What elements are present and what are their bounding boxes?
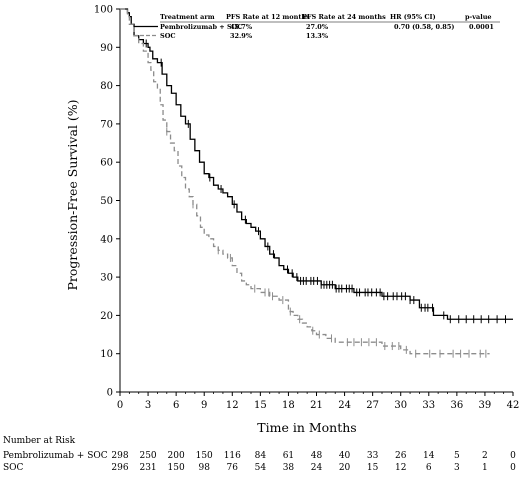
x-tick-label: 21 bbox=[310, 400, 323, 411]
x-axis-title: Time in Months bbox=[257, 420, 356, 435]
risk-cell: 76 bbox=[226, 463, 238, 473]
risk-cell: 0 bbox=[510, 463, 516, 473]
x-tick-label: 3 bbox=[145, 400, 151, 411]
y-tick-label: 90 bbox=[100, 43, 113, 54]
x-tick-label: 0 bbox=[117, 400, 123, 411]
risk-row-label: SOC bbox=[3, 463, 24, 473]
y-tick-label: 20 bbox=[100, 311, 113, 322]
risk-cell: 54 bbox=[254, 463, 267, 473]
risk-cell: 61 bbox=[282, 451, 295, 461]
x-tick-label: 27 bbox=[366, 400, 379, 411]
x-tick-label: 6 bbox=[173, 400, 179, 411]
risk-cell: 150 bbox=[167, 463, 185, 473]
risk-cell: 33 bbox=[366, 451, 379, 461]
legend-header: HR (95% CI) bbox=[390, 13, 436, 21]
risk-cell: 0 bbox=[510, 451, 516, 461]
legend-series-name: SOC bbox=[160, 32, 176, 40]
number-at-risk-table: Number at Risk Pembrolizumab + SOC 298 250… bbox=[0, 436, 527, 478]
x-tick-label: 36 bbox=[450, 400, 463, 411]
risk-cell: 15 bbox=[366, 463, 379, 473]
risk-cell: 38 bbox=[282, 463, 295, 473]
y-tick-label: 60 bbox=[100, 158, 113, 169]
risk-cell: 298 bbox=[111, 451, 129, 461]
risk-cell: 231 bbox=[139, 463, 157, 473]
y-tick-label: 50 bbox=[100, 196, 113, 207]
y-tick-label: 70 bbox=[100, 119, 113, 130]
risk-cell: 3 bbox=[453, 463, 460, 473]
legend-header: Treatment arm bbox=[160, 13, 215, 21]
risk-cell: 26 bbox=[394, 451, 407, 461]
risk-cell: 6 bbox=[425, 463, 432, 473]
x-tick-label: 42 bbox=[507, 400, 520, 411]
x-tick-label: 33 bbox=[422, 400, 435, 411]
legend-header: p-value bbox=[465, 13, 492, 21]
risk-cell: 116 bbox=[223, 451, 241, 461]
x-tick-label: 15 bbox=[254, 400, 267, 411]
legend-header: PFS Rate at 12 months bbox=[226, 13, 310, 21]
legend-cell: 45.7% bbox=[230, 23, 253, 31]
legend-header: PFS Rate at 24 months bbox=[302, 13, 386, 21]
y-tick-label: 30 bbox=[100, 273, 113, 284]
legend-cell: 27.0% bbox=[306, 23, 329, 31]
x-tick-label: 12 bbox=[226, 400, 239, 411]
y-tick-label: 40 bbox=[100, 234, 113, 245]
legend-cell: 32.9% bbox=[230, 32, 253, 40]
risk-row-label: Pembrolizumab + SOC bbox=[3, 451, 108, 461]
y-axis-title: Progression-Free Survival (%) bbox=[65, 99, 80, 290]
y-tick-label: 0 bbox=[107, 388, 113, 399]
risk-cell: 20 bbox=[338, 463, 351, 473]
risk-cell: 250 bbox=[139, 451, 157, 461]
x-tick-label: 30 bbox=[394, 400, 407, 411]
curve-soc bbox=[120, 8, 490, 355]
risk-cell: 2 bbox=[482, 451, 488, 461]
x-tick-label: 9 bbox=[201, 400, 207, 411]
legend-cell: 0.70 (0.58, 0.85) bbox=[394, 23, 454, 31]
risk-cell: 200 bbox=[167, 451, 185, 461]
x-tick-label: 39 bbox=[479, 400, 492, 411]
x-tick-label: 24 bbox=[338, 400, 351, 411]
risk-cell: 40 bbox=[338, 451, 351, 461]
y-tick-label: 10 bbox=[100, 349, 113, 360]
risk-table-title: Number at Risk bbox=[3, 436, 76, 446]
legend-cell: 0.0001 bbox=[469, 23, 494, 31]
risk-cell: 48 bbox=[310, 451, 323, 461]
curve-pembrolizumab-soc bbox=[120, 8, 513, 320]
legend-series-name: Pembrolizumab + SOC bbox=[160, 23, 243, 31]
risk-cell: 24 bbox=[310, 463, 323, 473]
legend-cell: 13.3% bbox=[306, 32, 329, 40]
x-tick-label: 18 bbox=[282, 400, 295, 411]
y-tick-label: 80 bbox=[100, 81, 113, 92]
risk-cell: 12 bbox=[394, 463, 407, 473]
risk-cell: 84 bbox=[254, 451, 267, 461]
risk-cell: 5 bbox=[453, 451, 460, 461]
risk-cell: 1 bbox=[482, 463, 488, 473]
risk-cell: 296 bbox=[111, 463, 129, 473]
risk-cell: 98 bbox=[198, 463, 210, 473]
risk-cell: 14 bbox=[423, 451, 435, 461]
y-tick-label: 100 bbox=[94, 5, 113, 16]
risk-cell: 150 bbox=[195, 451, 213, 461]
